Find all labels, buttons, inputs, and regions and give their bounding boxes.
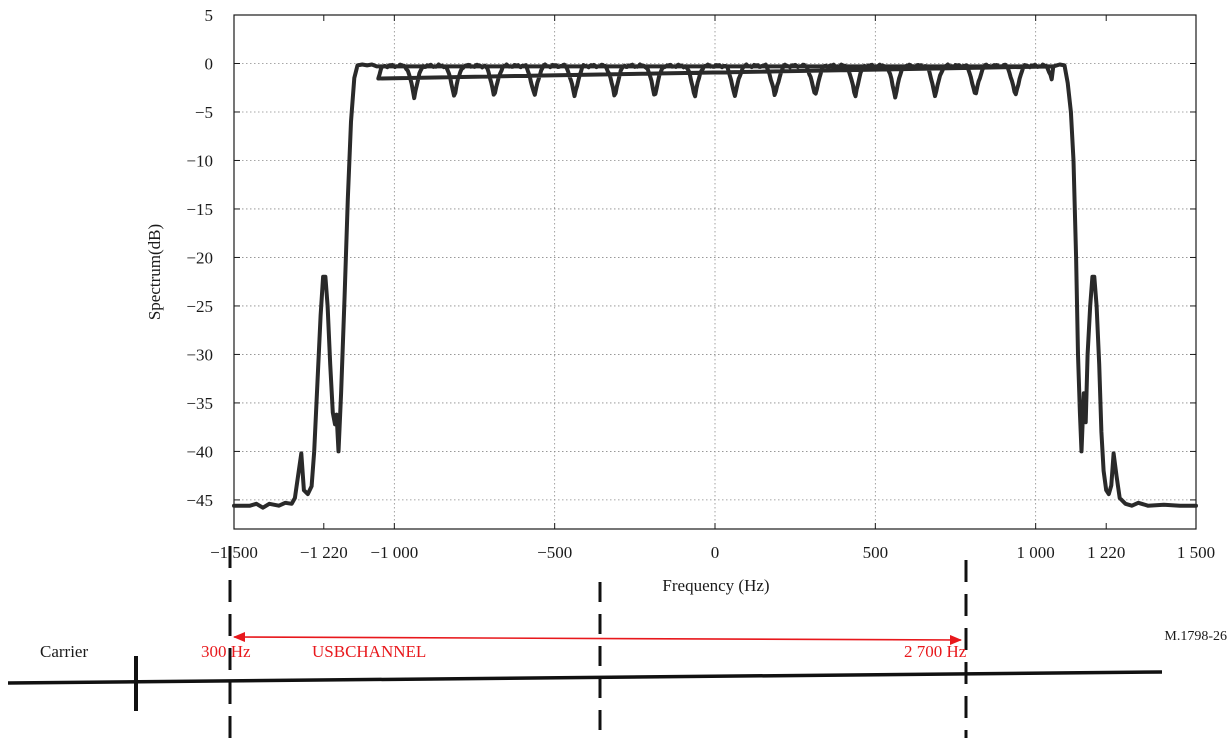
- y-tick-label: −15: [186, 200, 213, 219]
- baseline: [7, 670, 1163, 685]
- y-tick-label: −20: [186, 248, 213, 267]
- low-freq-label: 300 Hz: [201, 642, 251, 661]
- x-tick-label: 1 000: [1017, 543, 1055, 562]
- x-axis-label: Frequency (Hz): [662, 576, 769, 595]
- y-tick-label: −45: [186, 491, 213, 510]
- grid-lines: [233, 14, 1197, 529]
- x-tick-labels: −1 500 −1 220 −1 000 −500 0 500 1 000 1 220 1 50…: [210, 543, 1215, 562]
- high-freq-label: 2 700 Hz: [904, 642, 967, 661]
- y-axis-label: Spectrum(dB): [145, 224, 164, 320]
- channel-arrow: [233, 632, 962, 645]
- y-tick-label: −30: [186, 345, 213, 364]
- y-tick-label: −35: [186, 394, 213, 413]
- x-tick-label: −1 500: [210, 543, 258, 562]
- x-tick-label: −1 000: [370, 543, 418, 562]
- figure-reference: M.1798-26: [1164, 629, 1227, 644]
- x-tick-label: −500: [537, 543, 572, 562]
- x-tick-label: 1 220: [1087, 543, 1125, 562]
- axis-ticks: [233, 14, 1197, 529]
- y-tick-label: −5: [195, 103, 213, 122]
- y-tick-label: −10: [186, 151, 213, 170]
- x-tick-label: −1 220: [300, 543, 348, 562]
- y-tick-label: −25: [186, 297, 213, 316]
- channel-label: USBCHANNEL: [312, 642, 426, 661]
- y-tick-label: −40: [186, 442, 213, 461]
- spectrum-series-line-0: [232, 62, 1198, 510]
- carrier-label: Carrier: [40, 642, 88, 661]
- x-tick-label: 0: [711, 543, 720, 562]
- y-tick-labels: 5 0 −5 −10 −15 −20 −25 −30 −35 −40 −45: [186, 6, 213, 510]
- x-tick-label: 1 500: [1177, 543, 1215, 562]
- y-tick-label: 5: [205, 6, 214, 25]
- series-layer: [232, 62, 1198, 510]
- y-tick-label: 0: [205, 54, 214, 73]
- x-tick-label: 500: [863, 543, 889, 562]
